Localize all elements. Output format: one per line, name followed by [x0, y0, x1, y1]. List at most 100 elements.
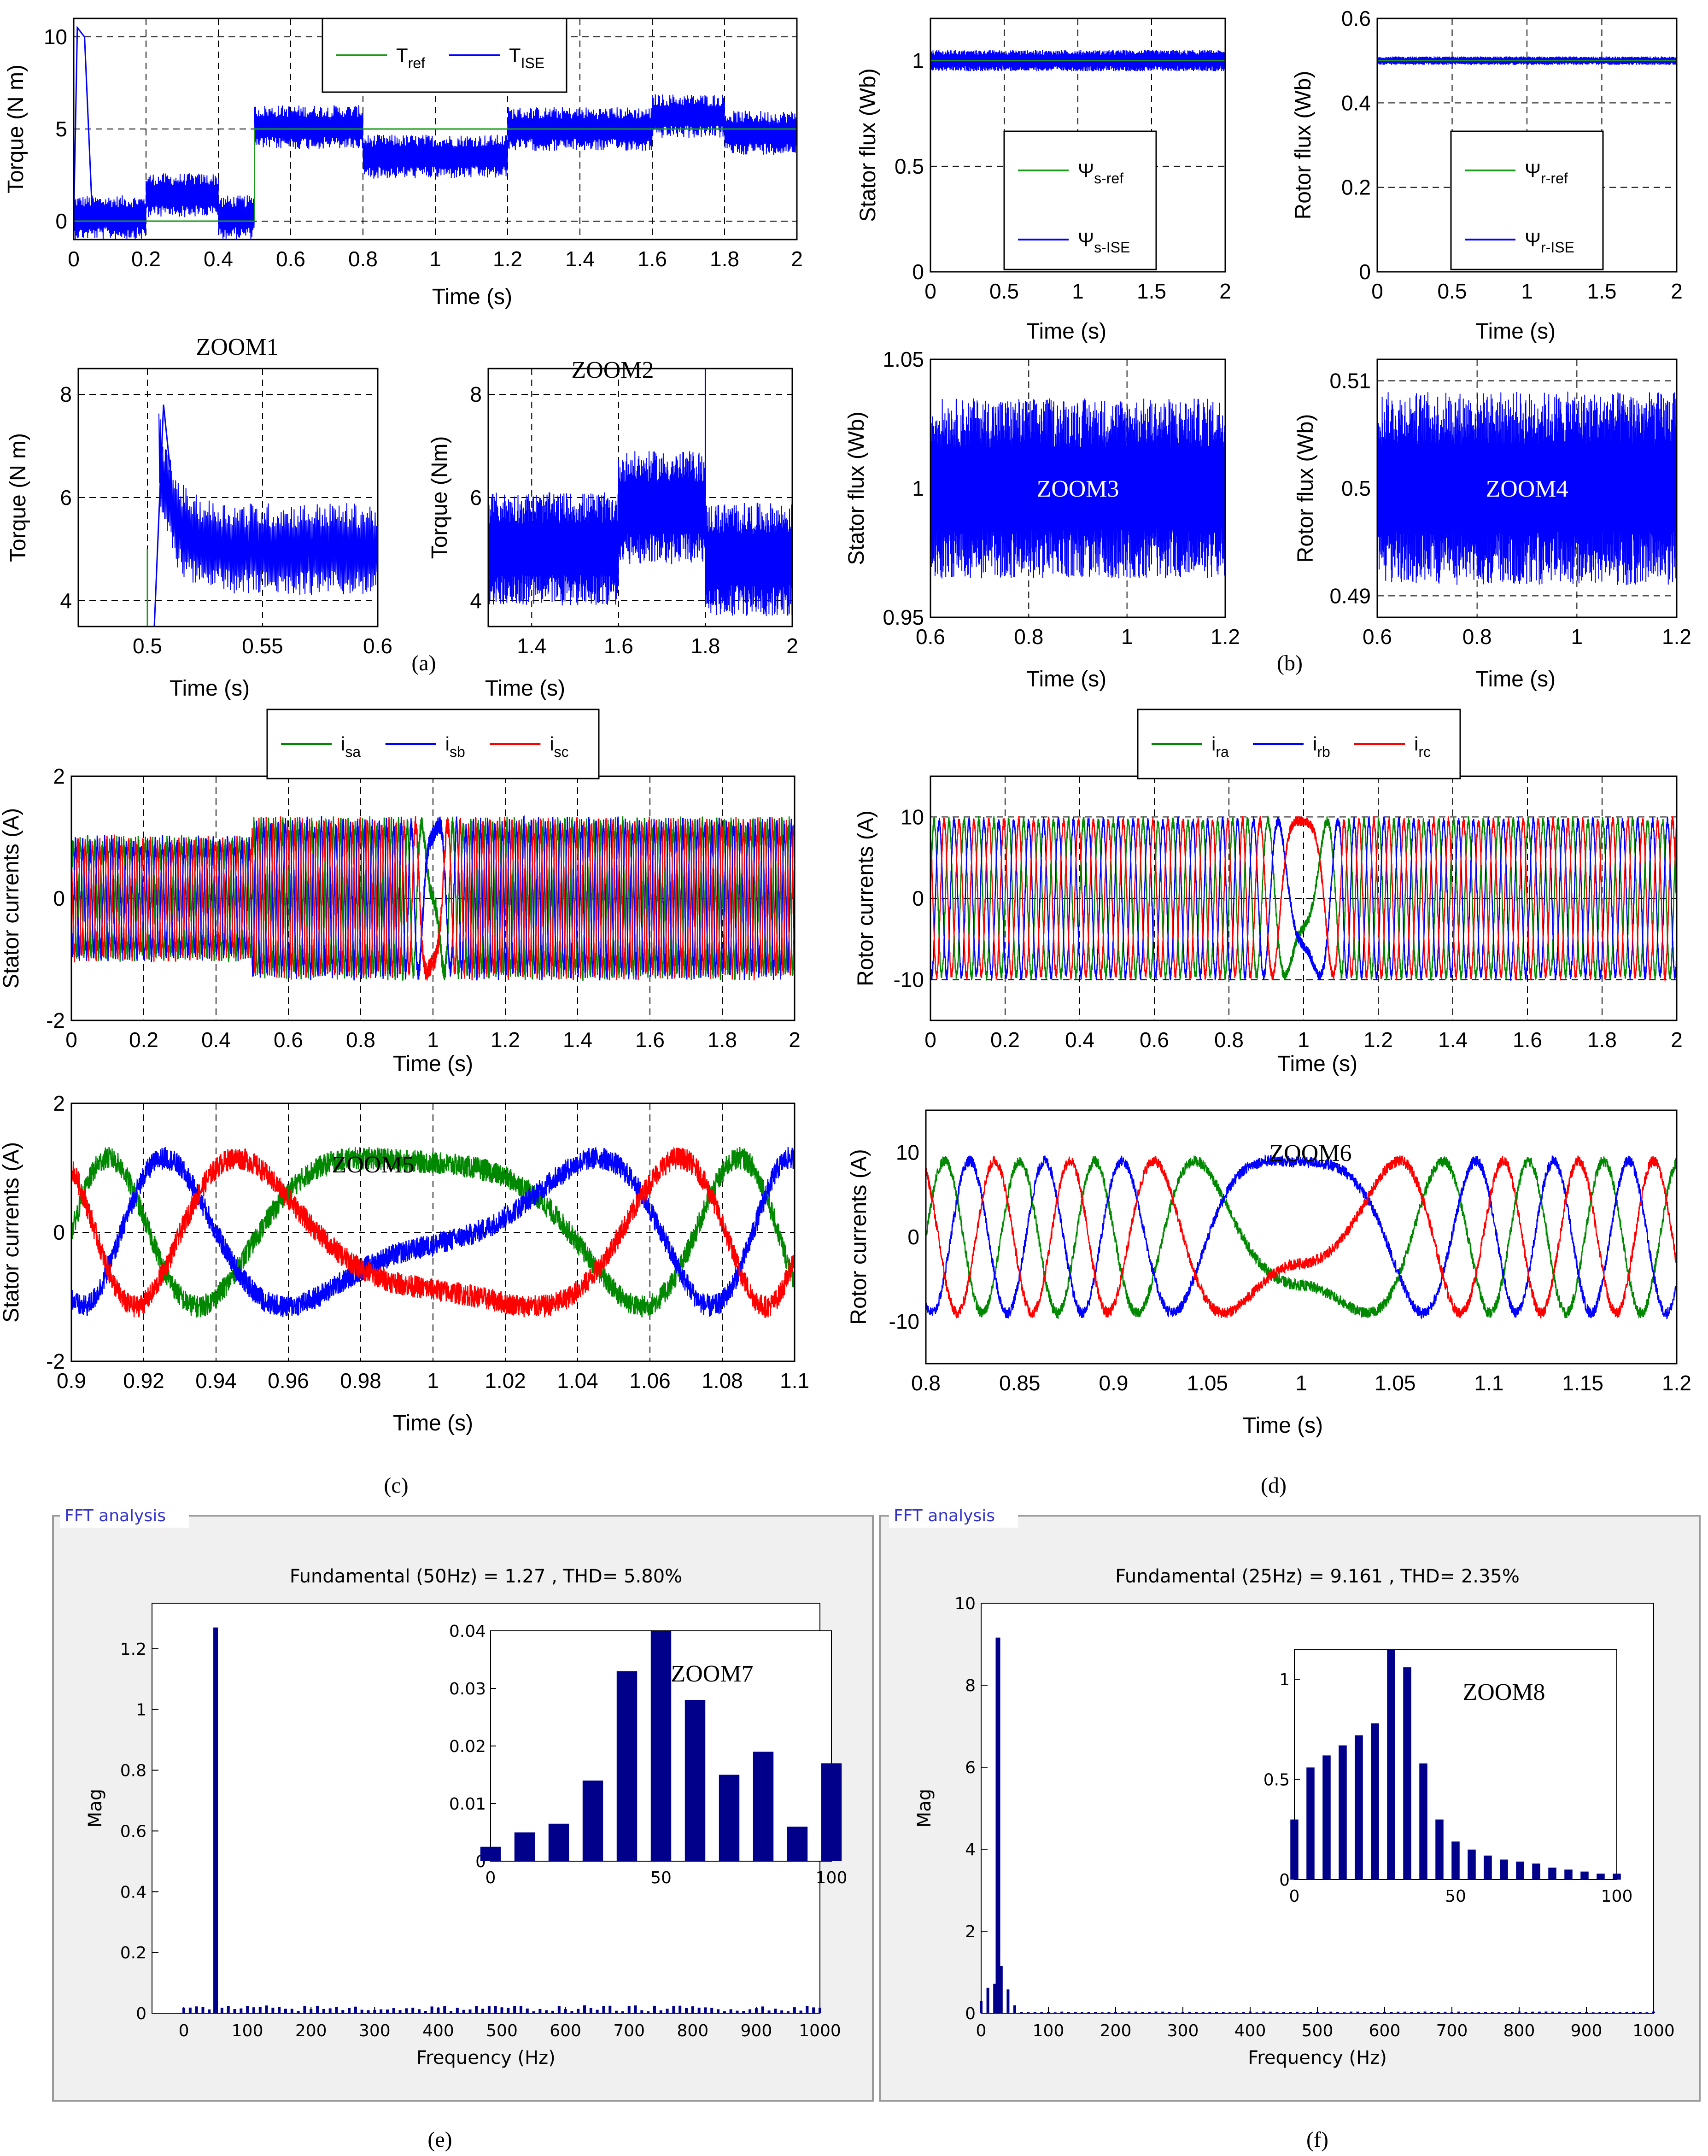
fft_stator-inset-title: ZOOM7	[671, 1661, 753, 1687]
fft_stator-harmonic-bar	[246, 2005, 249, 2013]
rotor_flux-frame	[1376, 18, 1678, 273]
fft_stator-harmonic-bar	[437, 2007, 440, 2013]
fft_rotor-ytick-label: 0	[965, 2004, 976, 2023]
zoom2-chart: 1.4 1.6 1.8 2 4 6 8 Time (s) Torque (Nm) ZOOM2	[427, 357, 798, 701]
zoom2-ise-line	[488, 451, 792, 616]
zoom5-xtick-label: 1.04	[557, 1369, 598, 1393]
zoom3-frame	[930, 358, 1226, 618]
fft_rotor-inset-xtick-label: 50	[1445, 1887, 1466, 1906]
fft_rotor-harmonic-bar	[1154, 2011, 1158, 2013]
fft_rotor-harmonic-bar	[1511, 2012, 1514, 2013]
fft_stator-xtick-label: 600	[550, 2021, 581, 2040]
zoom6-chart: 0.8 0.85 0.9 1.05 1 1.05 1.1 1.15 1.2 -10 0 10 Time …	[847, 1109, 1691, 1438]
zoom4-ytick-label: 0.5	[1341, 476, 1371, 500]
fft_rotor-panel-label-bg	[889, 1502, 1018, 1528]
fft_rotor-harmonic-bar	[1296, 2011, 1299, 2013]
fft_stator-inset-bar	[719, 1775, 740, 1861]
zoom3-ytick-label: 1	[912, 476, 924, 500]
fft_rotor-inset-xtick-label: 0	[1289, 1887, 1300, 1906]
torque-ylabel: Torque (N m)	[4, 64, 28, 193]
fft_rotor-harmonic-bar	[1403, 2011, 1406, 2013]
fft_rotor-inset-bar	[1500, 1859, 1508, 1880]
zoom5-ytick-label: 2	[53, 1091, 65, 1115]
fft_stator-harmonic-bar	[450, 2010, 453, 2013]
fft_rotor-harmonic-bar	[1201, 2012, 1205, 2013]
stator_currents-ylabel: Stator currents (A)	[0, 808, 23, 989]
fft_stator-harmonic-bar	[742, 2011, 745, 2013]
zoom1-ise-step	[153, 404, 171, 627]
fft_stator-harmonic-bar	[481, 2009, 485, 2013]
rotor_flux-legend	[1450, 130, 1604, 270]
zoom5-xtick-label: 0.9	[57, 1369, 86, 1393]
fft_stator-harmonic-bar	[672, 2006, 675, 2013]
fft_rotor-harmonic-bar	[1504, 2012, 1507, 2013]
zoom4-xtick-label: 0.8	[1462, 625, 1492, 649]
zoom5-ytick-label: 0	[53, 1220, 65, 1244]
zoom3-series-group	[930, 398, 1225, 579]
torque-ise-segment	[146, 173, 219, 217]
fft_stator-harmonic-bar	[538, 2009, 542, 2013]
fft_stator-harmonic-bar	[812, 2007, 815, 2013]
stator_flux-ylabel: Stator flux (Wb)	[856, 68, 880, 222]
fft_rotor-harmonic-bar	[1417, 2011, 1420, 2013]
fft_stator-harmonic-bar	[335, 2007, 338, 2013]
stator_currents-series-group	[71, 815, 795, 981]
fft_stator-harmonic-bar	[348, 2008, 351, 2013]
fft_rotor-harmonic-bar	[1531, 2011, 1534, 2013]
fft_rotor-harmonic-bar	[1235, 2012, 1238, 2013]
fft_stator-harmonic-bar	[278, 2007, 281, 2013]
zoom1-xtick-label: 0.6	[363, 634, 392, 658]
fft_stator-ytick-label: 0.8	[120, 1762, 146, 1781]
fft_stator-harmonic-bar	[786, 2011, 790, 2013]
fft_stator-harmonic-bar	[392, 2008, 395, 2013]
fft_rotor-harmonic-bar	[1208, 2012, 1211, 2013]
fft_stator-fundamental-bar	[213, 1627, 218, 2013]
rotor_flux-xtick-label: 1	[1521, 279, 1533, 303]
fft_stator-harmonic-bar	[806, 2006, 809, 2013]
zoom5-frame	[70, 1102, 796, 1362]
fft_rotor-xtick-label: 400	[1234, 2021, 1266, 2040]
zoom3-ise-line	[930, 398, 1225, 579]
fft_stator-harmonic-bar	[666, 2009, 669, 2013]
fft_rotor-xtick-label: 500	[1302, 2021, 1334, 2040]
fft_stator-harmonic-bar	[195, 2006, 198, 2013]
zoom3-xtick-label: 1	[1121, 625, 1133, 649]
fft_stator-harmonic-bar	[685, 2008, 688, 2013]
fft_rotor-harmonic-bar	[1121, 2012, 1124, 2013]
fft_rotor-inset-bar	[1419, 1763, 1427, 1880]
fft_stator-inset-xtick-label: 100	[816, 1869, 848, 1887]
fft_rotor-harmonic-bar	[1047, 2012, 1050, 2013]
fft_rotor-harmonic-bar	[1585, 2012, 1588, 2013]
fft_stator-harmonic-bar	[322, 2009, 325, 2013]
caption-e: (e)	[427, 2127, 452, 2152]
fft_stator-harmonic-bar	[799, 2010, 802, 2013]
fft_rotor-harmonic-bar	[1423, 2011, 1427, 2013]
fft_stator-harmonic-bar	[271, 2008, 275, 2013]
fft_rotor-harmonic-bar	[1322, 2012, 1326, 2013]
fft_rotor-harmonic-bar	[1612, 2011, 1615, 2013]
fft_rotor-harmonic-bar	[1087, 2012, 1090, 2013]
rotor_flux-xtick-label: 2	[1671, 279, 1683, 303]
fft_stator-harmonic-bar	[532, 2011, 535, 2013]
zoom5-xtick-label: 1.08	[702, 1369, 743, 1393]
fft_stator-harmonic-bar	[386, 2010, 389, 2013]
rotor_currents-ytick-label: -10	[894, 968, 924, 992]
fft_stator-harmonic-bar	[723, 2011, 726, 2013]
fft_stator-harmonic-bar	[188, 2007, 192, 2013]
fft_stator-harmonic-bar	[240, 2008, 243, 2013]
fft_stator-harmonic-bar	[519, 2006, 522, 2013]
zoom6-xtick-label: 1.05	[1187, 1371, 1228, 1395]
zoom5-ylabel: Stator currents (A)	[0, 1142, 23, 1323]
fft_rotor-chart: Fundamental (25Hz) = 9.161 , THD= 2.35% 0…	[914, 1566, 1675, 2068]
stator-currents-phase-b	[71, 815, 795, 981]
torque-xtick-label: 0.6	[276, 247, 305, 271]
fft_stator-xtick-label: 0	[179, 2021, 189, 2040]
zoom5-xlabel: Time (s)	[393, 1411, 473, 1435]
fft_rotor-inset-title: ZOOM8	[1462, 1679, 1545, 1705]
rotor-currents-phase-b	[930, 816, 1677, 982]
stator-currents-phase-a	[71, 816, 795, 981]
fft_rotor-harmonic-bar	[1013, 2005, 1016, 2013]
fft_rotor-inset-frame	[1294, 1649, 1617, 1880]
